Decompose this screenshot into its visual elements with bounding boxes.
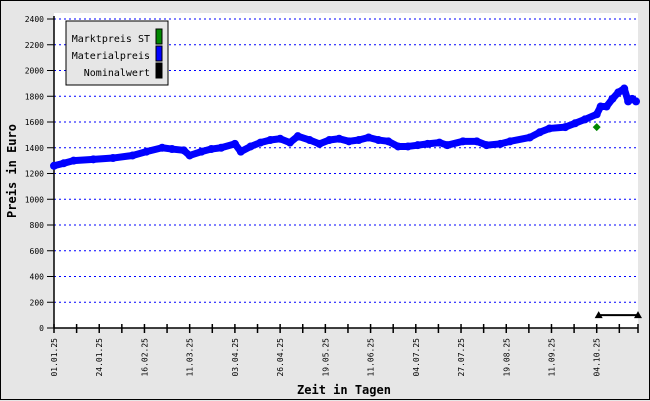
materialpreis-point [197,147,206,156]
materialpreis-point [374,136,383,145]
y-tick-label: 1800 [25,92,44,101]
legend-box [65,20,169,86]
materialpreis-point [185,151,194,160]
materialpreis-point [482,141,491,150]
materialpreis-point [142,147,151,156]
materialpreis-point [602,102,611,111]
materialpreis-point [256,138,265,147]
materialpreis-point [561,123,570,132]
legend-swatch-marktpreis [155,28,163,45]
materialpreis-point [315,139,324,148]
materialpreis-point [179,146,188,155]
x-tick-label: 04.10.25 [593,338,602,377]
y-tick-label: 2200 [25,41,44,50]
materialpreis-point [128,151,137,160]
materialpreis-point [276,134,285,143]
materialpreis-point [384,137,393,146]
materialpreis-point [525,133,534,142]
materialpreis-point [403,142,412,151]
x-axis-label: Zeit in Tagen [297,383,391,397]
materialpreis-point [435,138,444,147]
materialpreis-point [632,97,641,106]
materialpreis-point [614,88,623,97]
legend-label-marktpreis: Marktpreis ST [72,34,150,45]
y-tick-label: 800 [30,221,45,230]
materialpreis-point [496,139,505,148]
x-tick-label: 01.01.25 [50,338,59,377]
materialpreis-point [596,102,605,111]
y-tick-label: 1400 [25,144,44,153]
legend-label-materialpreis: Materialpreis [72,51,150,62]
x-tick-label: 26.04.25 [276,338,285,377]
materialpreis-point [571,119,580,128]
materialpreis-point [413,141,422,150]
materialpreis-point [394,142,403,151]
x-tick-label: 19.05.25 [321,338,330,377]
materialpreis-point [620,84,629,93]
materialpreis-point [266,136,275,145]
marktpreis-point [592,123,601,132]
materialpreis-point [364,133,373,142]
legend-swatch-nominalwert [155,62,163,79]
materialpreis-point [535,128,544,137]
materialpreis-point [335,134,344,143]
nominalwert-point [594,311,603,319]
materialpreis-point [69,156,78,165]
materialpreis-point [158,143,167,152]
x-tick-label: 19.08.25 [502,338,511,377]
materialpreis-point [344,137,353,146]
materialpreis-point [230,139,239,148]
materialpreis-point [608,94,617,103]
materialpreis-point [305,136,314,145]
materialpreis-point [246,142,255,151]
materialpreis-point [207,145,216,154]
materialpreis-point [89,155,98,164]
y-tick-label: 2000 [25,67,44,76]
materialpreis-point [354,136,363,145]
materialpreis-point [59,159,68,168]
y-tick-label: 0 [39,324,44,333]
x-tick-label: 16.02.25 [140,338,149,377]
materialpreis-point [580,115,589,124]
materialpreis-point [217,143,226,152]
x-tick-label: 11.03.25 [186,338,195,377]
materialpreis-point [472,137,481,146]
materialpreis-point [167,145,176,154]
nominalwert-point [634,311,642,319]
y-tick-label: 600 [30,247,45,256]
materialpreis-point [592,110,601,119]
materialpreis-point [423,139,432,148]
materialpreis-point [325,136,334,145]
y-tick-label: 1200 [25,170,44,179]
legend: Marktpreis ST Materialpreis Nominalwert [65,20,169,86]
materialpreis-point [285,138,294,147]
materialpreis-point [108,154,117,163]
x-tick-label: 11.09.25 [547,338,556,377]
materialpreis-point [293,132,302,141]
x-tick-label: 27.07.25 [457,338,466,377]
y-tick-label: 200 [30,298,45,307]
y-tick-label: 1600 [25,118,44,127]
y-tick-label: 400 [30,273,45,282]
y-axis-label: Preis in Euro [5,124,19,218]
materialpreis-point [545,124,554,133]
materialpreis-point [236,147,245,156]
materialpreis-point [506,137,515,146]
x-tick-label: 03.04.25 [231,338,240,377]
x-tick-label: 24.01.25 [95,338,104,377]
legend-swatch-materialpreis [155,45,163,62]
y-tick-label: 2400 [25,15,44,24]
x-tick-label: 11.06.25 [367,338,376,377]
materialpreis-point [458,137,467,146]
x-tick-label: 04.07.25 [412,338,421,377]
materialpreis-point [50,161,58,170]
materialpreis-point [443,141,452,150]
legend-label-nominalwert: Nominalwert [84,68,150,79]
y-tick-label: 1000 [25,195,44,204]
